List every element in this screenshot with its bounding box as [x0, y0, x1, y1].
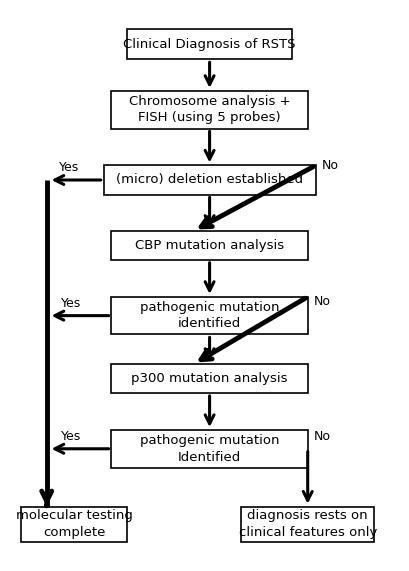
Text: (micro) deletion established: (micro) deletion established: [116, 174, 302, 187]
FancyBboxPatch shape: [111, 430, 307, 468]
Text: No: No: [321, 159, 337, 172]
Text: No: No: [313, 430, 330, 443]
FancyBboxPatch shape: [240, 506, 373, 542]
FancyBboxPatch shape: [111, 297, 307, 335]
Text: p300 mutation analysis: p300 mutation analysis: [131, 372, 287, 385]
Text: pathogenic mutation
Identified: pathogenic mutation Identified: [139, 434, 279, 464]
Text: Yes: Yes: [58, 161, 79, 174]
FancyBboxPatch shape: [21, 506, 127, 542]
Text: Chromosome analysis +
FISH (using 5 probes): Chromosome analysis + FISH (using 5 prob…: [128, 95, 290, 124]
Text: No: No: [313, 295, 330, 308]
Text: Yes: Yes: [61, 430, 81, 443]
FancyBboxPatch shape: [103, 166, 315, 195]
Text: Clinical Diagnosis of RSTS: Clinical Diagnosis of RSTS: [123, 38, 295, 51]
FancyBboxPatch shape: [111, 91, 307, 128]
Text: CBP mutation analysis: CBP mutation analysis: [135, 239, 283, 252]
Text: molecular testing
complete: molecular testing complete: [16, 509, 132, 539]
Text: diagnosis rests on
clinical features only: diagnosis rests on clinical features onl…: [238, 509, 376, 539]
Text: Yes: Yes: [61, 296, 81, 309]
FancyBboxPatch shape: [111, 364, 307, 393]
FancyBboxPatch shape: [127, 29, 291, 59]
FancyBboxPatch shape: [111, 231, 307, 260]
Text: pathogenic mutation
identified: pathogenic mutation identified: [139, 301, 279, 331]
